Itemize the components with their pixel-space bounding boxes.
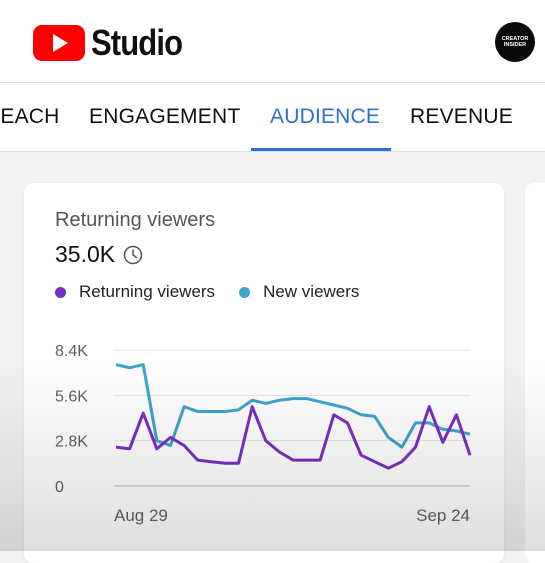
legend-item-returning[interactable]: Returning viewers [55,282,215,302]
legend-label-new: New viewers [263,282,360,301]
card-title: Returning viewers [55,209,216,231]
legend-dot-new [239,286,251,298]
clock-icon[interactable] [123,245,143,265]
x-tick-label: Aug 29 [114,506,168,525]
studio-header: Studio CREATOR INSIDER [0,0,545,83]
y-tick-label: 0 [55,479,64,496]
card-value-number: 35.0K [55,241,116,267]
new-viewers-series-line[interactable] [115,363,471,449]
youtube-studio-logo[interactable]: Studio [33,22,197,64]
card-value: 35.0K [55,241,143,268]
avatar-line2: INSIDER [503,42,527,48]
legend-label-returning: Returning viewers [79,282,216,301]
channel-avatar[interactable]: CREATOR INSIDER [495,22,535,62]
returning-viewers-series-line[interactable] [115,405,472,470]
tab-audience[interactable]: AUDIENCE [270,105,381,128]
youtube-play-icon [33,25,85,61]
app-title: Studio [91,22,183,63]
x-tick-label: Sep 24 [416,506,470,525]
legend-item-new[interactable]: New viewers [239,282,359,302]
y-tick-label: 8.4K [55,343,88,360]
chart-legend: Returning viewers New viewers [55,282,383,302]
returning-viewers-card[interactable]: Returning viewers 35.0K Returning viewer… [24,183,504,563]
y-tick-label: 5.6K [55,388,88,405]
active-tab-indicator [251,148,391,151]
avatar-line1: CREATOR [501,36,529,42]
viewers-line-chart: 8.4K 5.6K 2.8K 0 Aug 29 Sep 24 [55,343,472,525]
legend-dot-returning [55,286,66,298]
y-tick-label: 2.8K [55,434,88,451]
tab-revenue[interactable]: REVENUE [410,105,513,128]
next-card-edge [525,183,545,563]
tab-engagement[interactable]: ENGAGEMENT [89,105,241,128]
